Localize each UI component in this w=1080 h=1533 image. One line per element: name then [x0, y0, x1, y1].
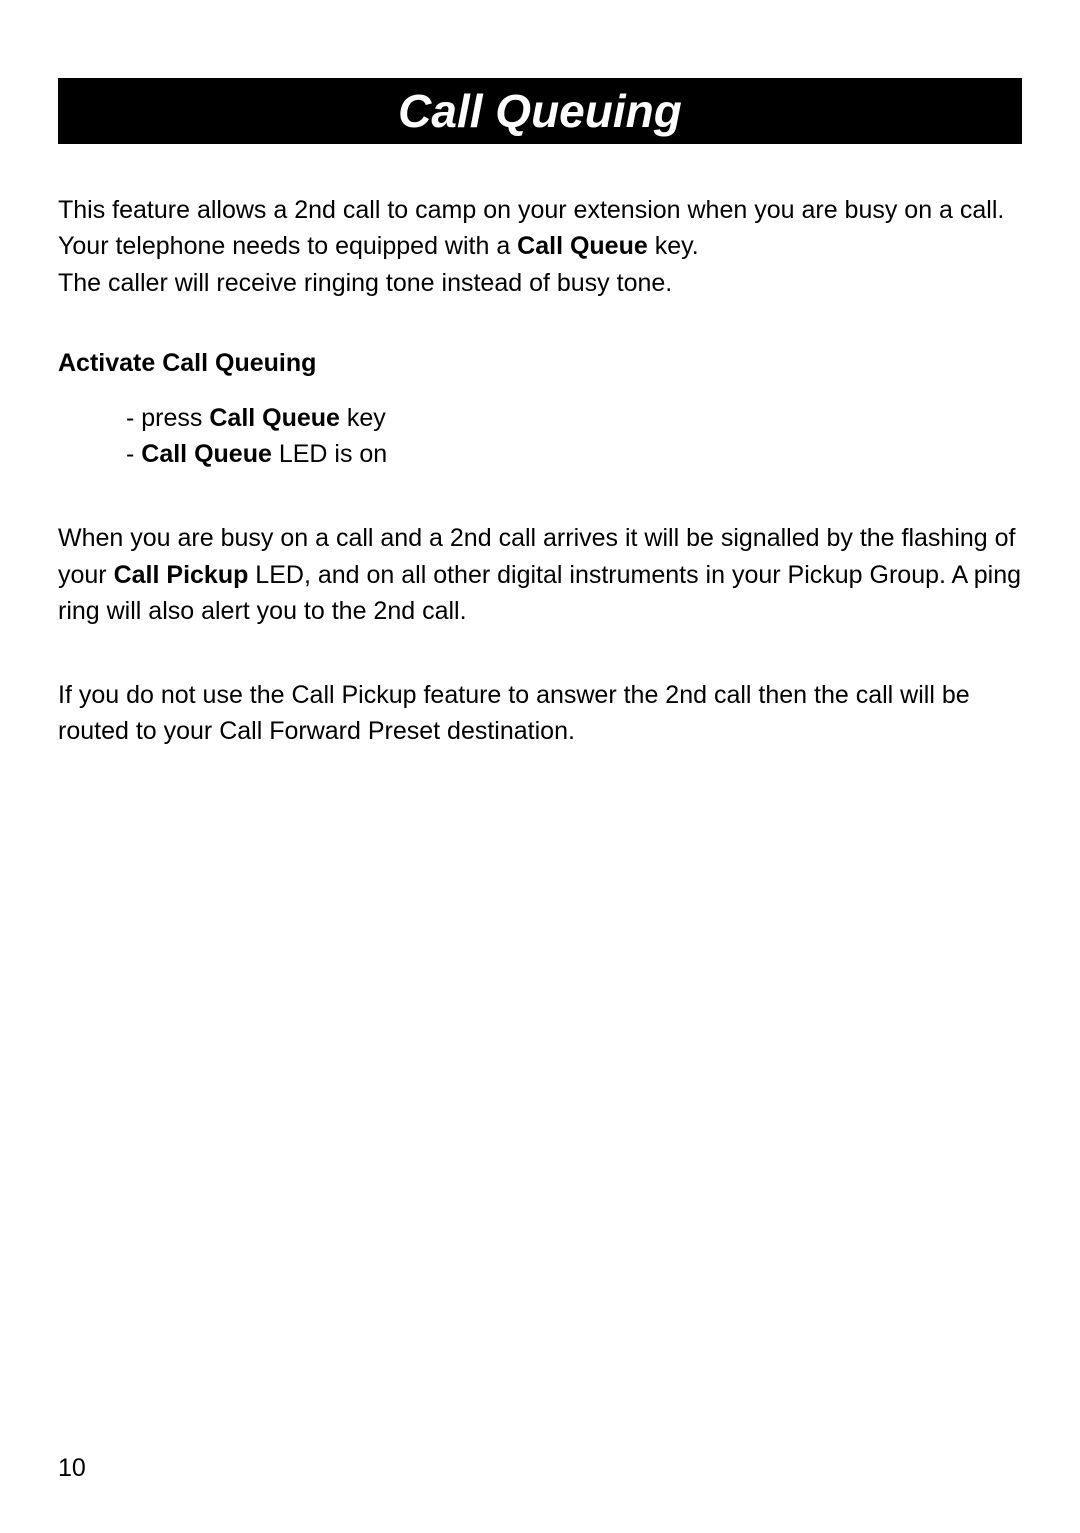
intro-text-p2: The caller will receive ringing tone ins… — [58, 269, 672, 297]
paragraph-3: If you do not use the Call Pickup featur… — [58, 677, 1022, 750]
title-bar: Call Queuing — [58, 78, 1022, 144]
paragraph-2: When you are busy on a call and a 2nd ca… — [58, 520, 1022, 629]
bullet2-b: LED is on — [272, 440, 387, 468]
bullet-item-2: - Call Queue LED is on — [126, 436, 1022, 472]
page-container: Call Queuing This feature allows a 2nd c… — [0, 0, 1080, 1533]
bullet-item-1: - press Call Queue key — [126, 400, 1022, 436]
page-title: Call Queuing — [398, 85, 682, 137]
bullet1-b: key — [340, 404, 386, 432]
intro-bold-callqueue: Call Queue — [517, 232, 648, 260]
intro-paragraph: This feature allows a 2nd call to camp o… — [58, 192, 1022, 301]
bullet2-bold: Call Queue — [141, 440, 272, 468]
activate-subheading: Activate Call Queuing — [58, 349, 1022, 378]
bullet2-a: - — [126, 440, 141, 468]
intro-text-b: key. — [648, 232, 699, 260]
bullet1-bold: Call Queue — [209, 404, 340, 432]
para2-bold: Call Pickup — [114, 561, 249, 589]
page-number: 10 — [58, 1454, 86, 1483]
bullet-list: - press Call Queue key - Call Queue LED … — [126, 400, 1022, 473]
bullet1-a: - press — [126, 404, 209, 432]
